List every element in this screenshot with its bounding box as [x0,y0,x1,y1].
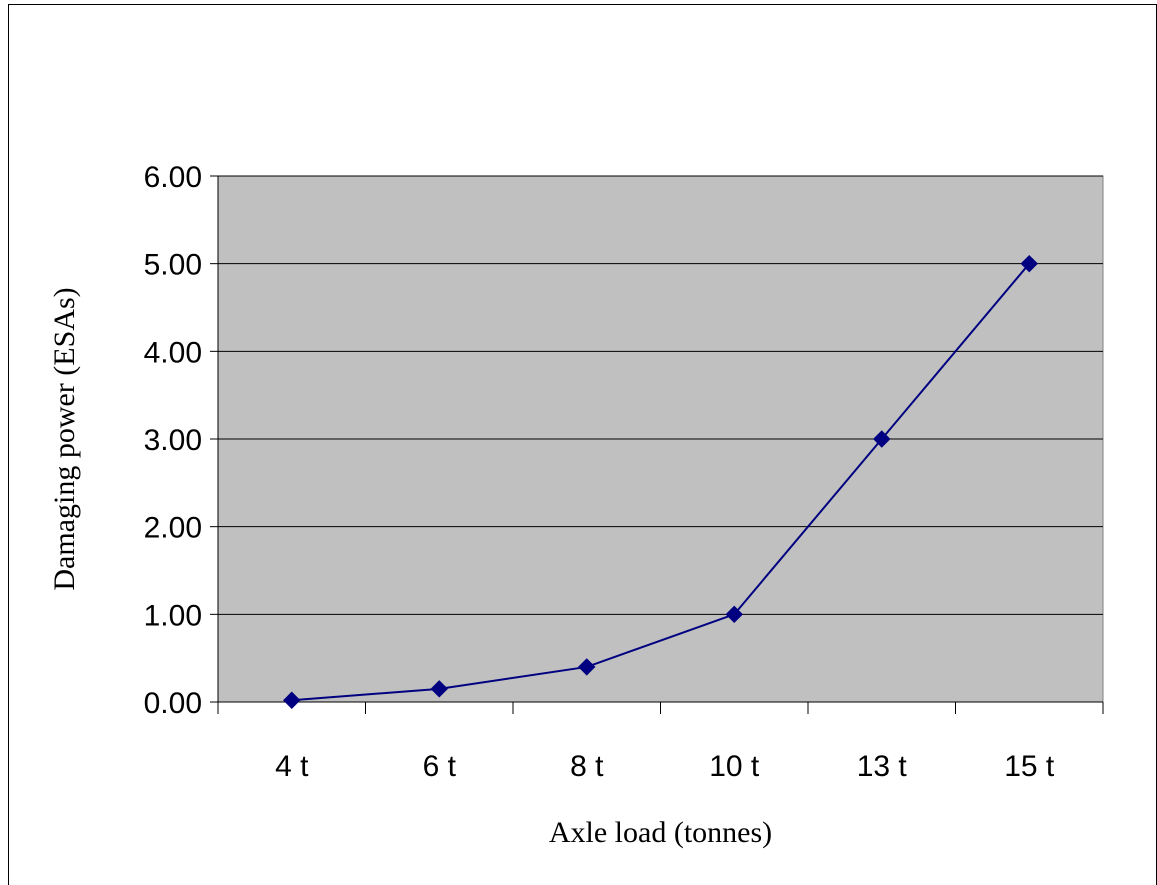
data-point-marker [873,430,891,448]
x-tick-label: 10 t [709,750,760,783]
y-axis-title: Damaging power (ESAs) [48,287,81,590]
y-tick-label: 5.00 [144,249,202,282]
data-markers [283,254,1038,709]
y-tick-labels: 0.00 1.00 2.00 3.00 4.00 5.00 6.00 [144,161,202,720]
y-tick-label: 4.00 [144,336,202,369]
y-tick-label: 3.00 [144,424,202,457]
x-axis-title: Axle load (tonnes) [549,816,772,849]
x-tick-label: 6 t [423,750,457,783]
x-tick-label: 13 t [857,750,908,783]
data-point-marker [725,605,743,624]
x-tick-label: 8 t [570,750,604,783]
data-point-marker [283,691,301,709]
series-line [291,263,1031,702]
y-tick-label: 6.00 [144,161,202,194]
y-tick-label: 0.00 [144,687,202,720]
x-tick-label: 4 t [275,750,309,783]
x-tick-labels: 4 t 6 t 8 t 10 t 13 t 15 t [275,750,1055,783]
axes [210,175,1104,714]
y-tick-label: 1.00 [144,599,202,632]
data-point-marker [430,680,448,698]
y-tick-label: 2.00 [144,512,202,545]
data-point-marker [578,658,596,676]
data-point-marker [1020,254,1038,273]
x-tick-label: 15 t [1004,750,1055,783]
